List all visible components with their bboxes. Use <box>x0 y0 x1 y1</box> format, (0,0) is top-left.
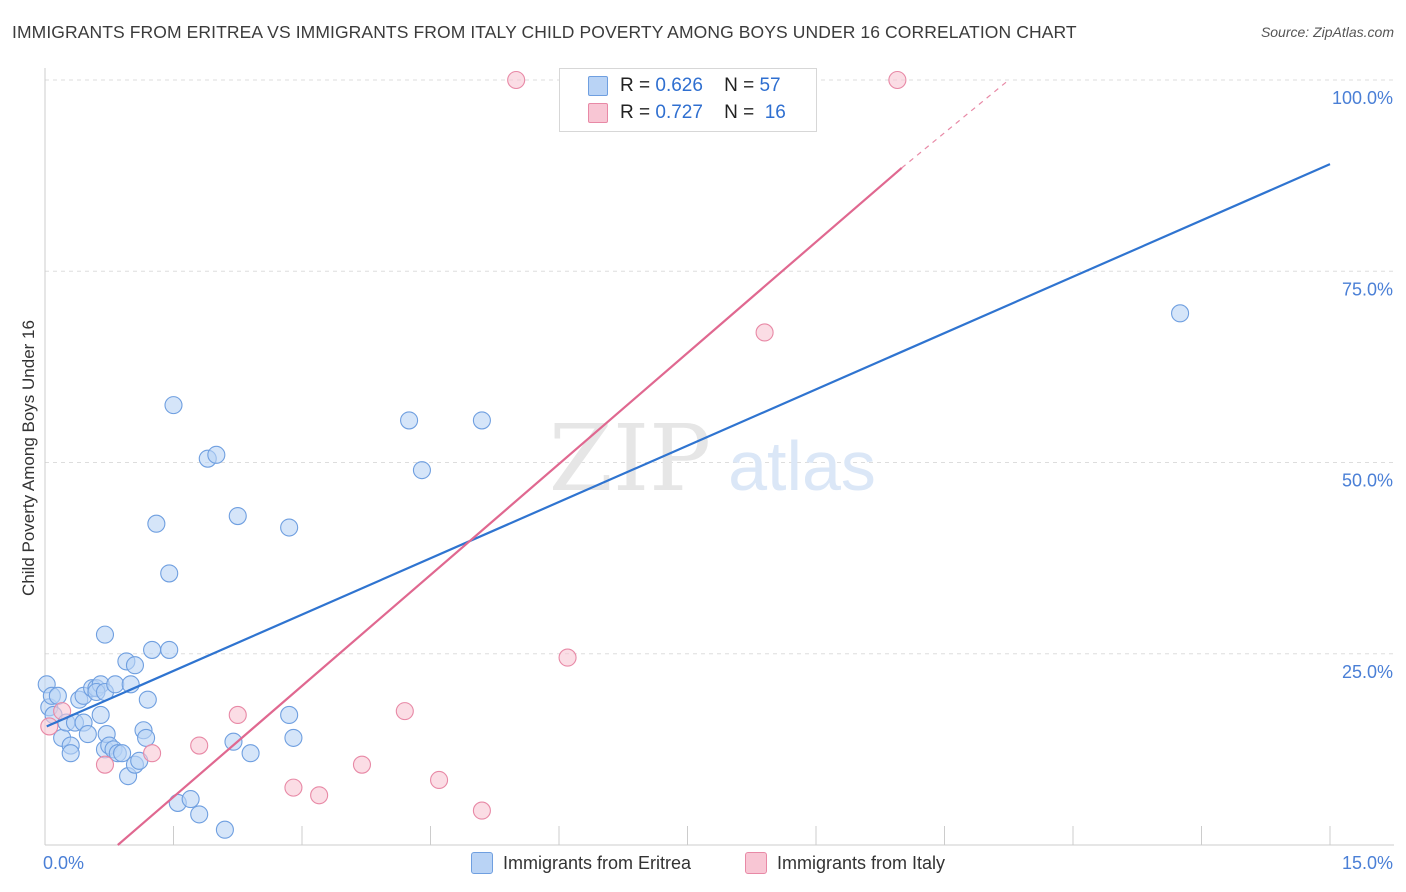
italy-trendline <box>117 167 903 846</box>
legend-swatch-eritrea <box>471 852 493 874</box>
italy-point <box>190 736 209 755</box>
italy-point <box>558 648 577 667</box>
x-tick-label: 0.0% <box>43 853 84 873</box>
eritrea-point <box>215 820 234 839</box>
legend-swatch-eritrea <box>588 76 608 96</box>
eritrea-point <box>207 445 226 464</box>
eritrea-point <box>147 514 166 533</box>
legend-label-italy: Immigrants from Italy <box>777 852 946 873</box>
eritrea-point <box>241 744 260 763</box>
legend-r-value: 0.727 <box>655 102 703 123</box>
italy-point <box>310 786 329 805</box>
trend-layer <box>46 79 1331 846</box>
legend-label-eritrea: Immigrants from Eritrea <box>503 852 692 873</box>
eritrea-point <box>125 656 144 675</box>
legend-r-value: 0.626 <box>655 75 703 96</box>
eritrea-point <box>160 640 179 659</box>
eritrea-point <box>91 705 110 725</box>
watermark: ZIP atlas <box>549 405 876 512</box>
grid-layer <box>45 79 1394 655</box>
y-tick-label: 25.0% <box>1342 662 1393 682</box>
eritrea-point <box>228 506 247 526</box>
italy-point <box>352 755 372 774</box>
italy-point <box>430 770 449 790</box>
eritrea-point <box>400 411 419 430</box>
eritrea-point <box>1171 304 1190 323</box>
legend-n-label: N = <box>724 75 755 96</box>
eritrea-point <box>48 686 67 705</box>
source-label: Source: ZipAtlas.com <box>1260 24 1394 40</box>
eritrea-point <box>61 744 80 763</box>
legend-n-label: N = <box>724 102 755 123</box>
italy-point <box>95 755 115 774</box>
eritrea-point <box>181 790 200 809</box>
legend-item-eritrea: Immigrants from Eritrea <box>471 852 691 874</box>
eritrea-point <box>190 805 209 824</box>
italy-point <box>395 702 414 721</box>
x-tick-label: 15.0% <box>1342 853 1393 873</box>
eritrea-point <box>137 728 156 747</box>
eritrea-point <box>472 411 491 430</box>
series-legend: Immigrants from Eritrea Immigrants from … <box>0 852 1406 878</box>
italy-point <box>228 705 247 725</box>
eritrea-trendline <box>46 163 1331 728</box>
eritrea-point <box>143 640 162 659</box>
y-tick-label: 100.0% <box>1332 88 1393 108</box>
eritrea-point <box>138 690 157 709</box>
eritrea-point <box>78 725 97 744</box>
legend-r-label: R = <box>620 102 651 123</box>
legend-swatch-italy <box>588 103 608 123</box>
eritrea-point <box>95 625 115 644</box>
eritrea-point <box>284 728 303 747</box>
legend-row-eritrea: R = 0.626 N = 57 <box>588 74 781 98</box>
eritrea-point <box>106 675 125 694</box>
watermark-atlas: atlas <box>728 427 876 505</box>
italy-trendline-extension <box>901 79 1010 169</box>
eritrea-point <box>164 396 183 415</box>
legend-item-italy: Immigrants from Italy <box>745 852 945 874</box>
y-tick-label: 50.0% <box>1342 471 1393 491</box>
italy-point <box>284 778 303 797</box>
eritrea-point <box>280 518 299 537</box>
eritrea-point <box>160 564 179 583</box>
legend-swatch-italy <box>745 852 767 874</box>
italy-point <box>472 801 491 820</box>
eritrea-point <box>412 461 431 480</box>
correlation-legend: R = 0.626 N = 57 R = 0.727 N = 16 <box>559 68 817 132</box>
chart-title: IMMIGRANTS FROM ERITREA VS IMMIGRANTS FR… <box>12 22 1077 42</box>
legend-r-label: R = <box>620 75 651 96</box>
axis-layer <box>44 68 1394 846</box>
legend-row-italy: R = 0.727 N = 16 <box>588 101 786 125</box>
eritrea-point <box>280 705 299 725</box>
eritrea-point <box>113 744 132 763</box>
italy-point <box>507 70 526 90</box>
legend-n-value: 57 <box>759 75 781 96</box>
eritrea-point <box>224 732 243 751</box>
legend-n-value: 16 <box>764 102 786 123</box>
italy-point <box>888 70 907 90</box>
italy-point <box>143 744 162 763</box>
italy-point <box>755 323 774 342</box>
label-layer: 25.0% 50.0% 75.0% 100.0% 0.0% 15.0% Child Pove… <box>19 88 1393 873</box>
points-layer <box>37 70 1190 839</box>
y-tick-label: 75.0% <box>1342 279 1393 299</box>
y-axis-label: Child Poverty Among Boys Under 16 <box>19 320 38 596</box>
